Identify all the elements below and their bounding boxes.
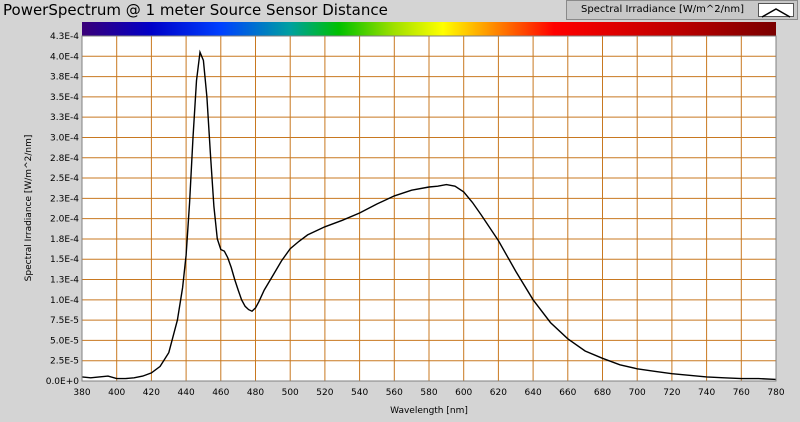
x-tick-label: 540 <box>351 388 368 398</box>
legend[interactable]: Spectral Irradiance [W/m^2/nm] <box>566 0 798 20</box>
y-tick-label: 3.5E-4 <box>50 93 79 103</box>
x-tick-label: 560 <box>386 388 403 398</box>
x-tick-label: 500 <box>282 388 299 398</box>
x-tick-label: 780 <box>767 388 784 398</box>
y-tick-label: 2.5E-5 <box>50 357 79 367</box>
y-tick-label: 0.0E+0 <box>46 377 80 387</box>
x-tick-label: 580 <box>420 388 437 398</box>
x-tick-label: 420 <box>143 388 160 398</box>
spectral-irradiance-line <box>81 49 777 381</box>
y-tick-label: 3.0E-4 <box>50 133 79 143</box>
x-axis-title: Wavelength [nm] <box>390 406 468 416</box>
y-tick-label: 3.3E-4 <box>50 113 79 123</box>
x-tick-label: 740 <box>698 388 715 398</box>
x-tick-label: 660 <box>559 388 576 398</box>
x-tick-label: 760 <box>733 388 750 398</box>
y-tick-label: 2.8E-4 <box>50 154 79 164</box>
y-tick-label: 3.8E-4 <box>50 73 79 83</box>
legend-line-icon <box>761 8 791 18</box>
x-tick-label: 480 <box>247 388 264 398</box>
x-tick-label: 600 <box>455 388 472 398</box>
y-tick-label: 1.3E-4 <box>50 276 79 286</box>
legend-swatch <box>758 3 794 18</box>
y-tick-label: 4.3E-4 <box>50 32 79 42</box>
x-tick-label: 620 <box>490 388 507 398</box>
x-tick-label: 400 <box>108 388 125 398</box>
y-axis-title: Spectral Irradiance [W/m^2/nm] <box>24 135 34 282</box>
x-tick-label: 380 <box>73 388 90 398</box>
y-tick-label: 2.0E-4 <box>50 215 79 225</box>
y-tick-label: 2.3E-4 <box>50 194 79 204</box>
x-tick-label: 520 <box>316 388 333 398</box>
y-tick-label: 1.8E-4 <box>50 235 79 245</box>
y-tick-label: 1.5E-4 <box>50 255 79 265</box>
x-tick-label: 640 <box>525 388 542 398</box>
x-tick-label: 460 <box>212 388 229 398</box>
x-tick-label: 680 <box>594 388 611 398</box>
y-tick-label: 4.0E-4 <box>50 52 79 62</box>
y-tick-label: 7.5E-5 <box>50 316 79 326</box>
y-tick-label: 5.0E-5 <box>50 336 79 346</box>
chart-title: PowerSpectrum @ 1 meter Source Sensor Di… <box>3 1 388 19</box>
y-tick-label: 2.5E-4 <box>50 174 79 184</box>
y-tick-label: 1.0E-4 <box>50 296 79 306</box>
color-spectrum-bar <box>82 22 776 36</box>
x-tick-label: 700 <box>629 388 646 398</box>
legend-label: Spectral Irradiance [W/m^2/nm] <box>581 4 744 15</box>
x-tick-label: 720 <box>663 388 680 398</box>
x-tick-label: 440 <box>178 388 195 398</box>
plot-border <box>81 35 777 382</box>
